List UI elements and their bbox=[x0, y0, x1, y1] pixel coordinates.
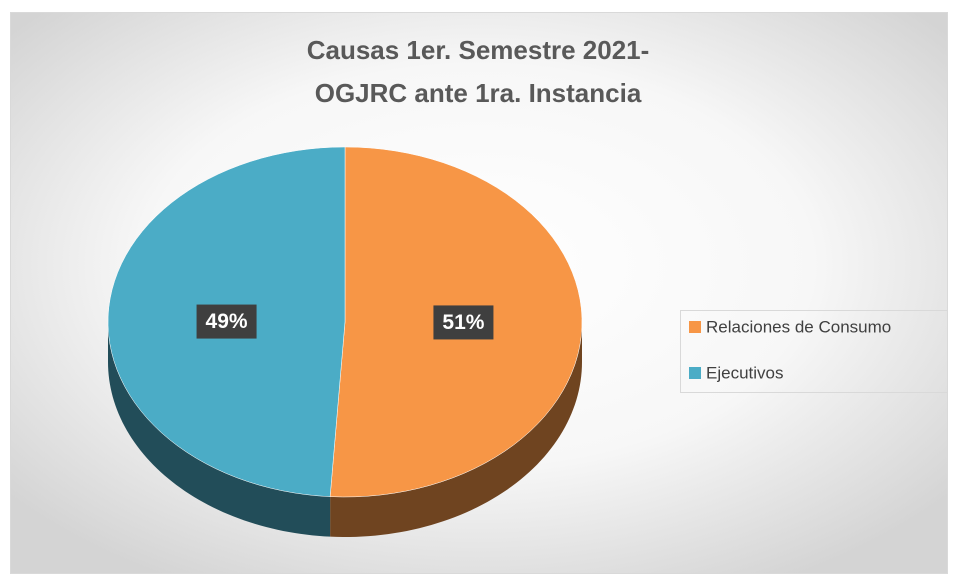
chart-title: OGJRC ante 1ra. Instancia bbox=[315, 78, 642, 108]
legend-swatch bbox=[689, 367, 701, 379]
data-label-text: 49% bbox=[206, 310, 248, 333]
data-label: 51% bbox=[433, 305, 494, 340]
legend-box bbox=[680, 310, 948, 393]
chart-title: Causas 1er. Semestre 2021- bbox=[307, 35, 650, 65]
slice-side bbox=[108, 322, 331, 537]
legend-text: Ejecutivos bbox=[706, 363, 783, 382]
slice-side bbox=[330, 322, 582, 537]
data-label: 49% bbox=[196, 304, 257, 339]
legend-swatch bbox=[689, 321, 701, 333]
data-label-box bbox=[433, 305, 494, 340]
data-label-text: 51% bbox=[442, 311, 484, 334]
data-label-box bbox=[196, 304, 257, 339]
legend-text: Relaciones de Consumo bbox=[706, 317, 891, 336]
